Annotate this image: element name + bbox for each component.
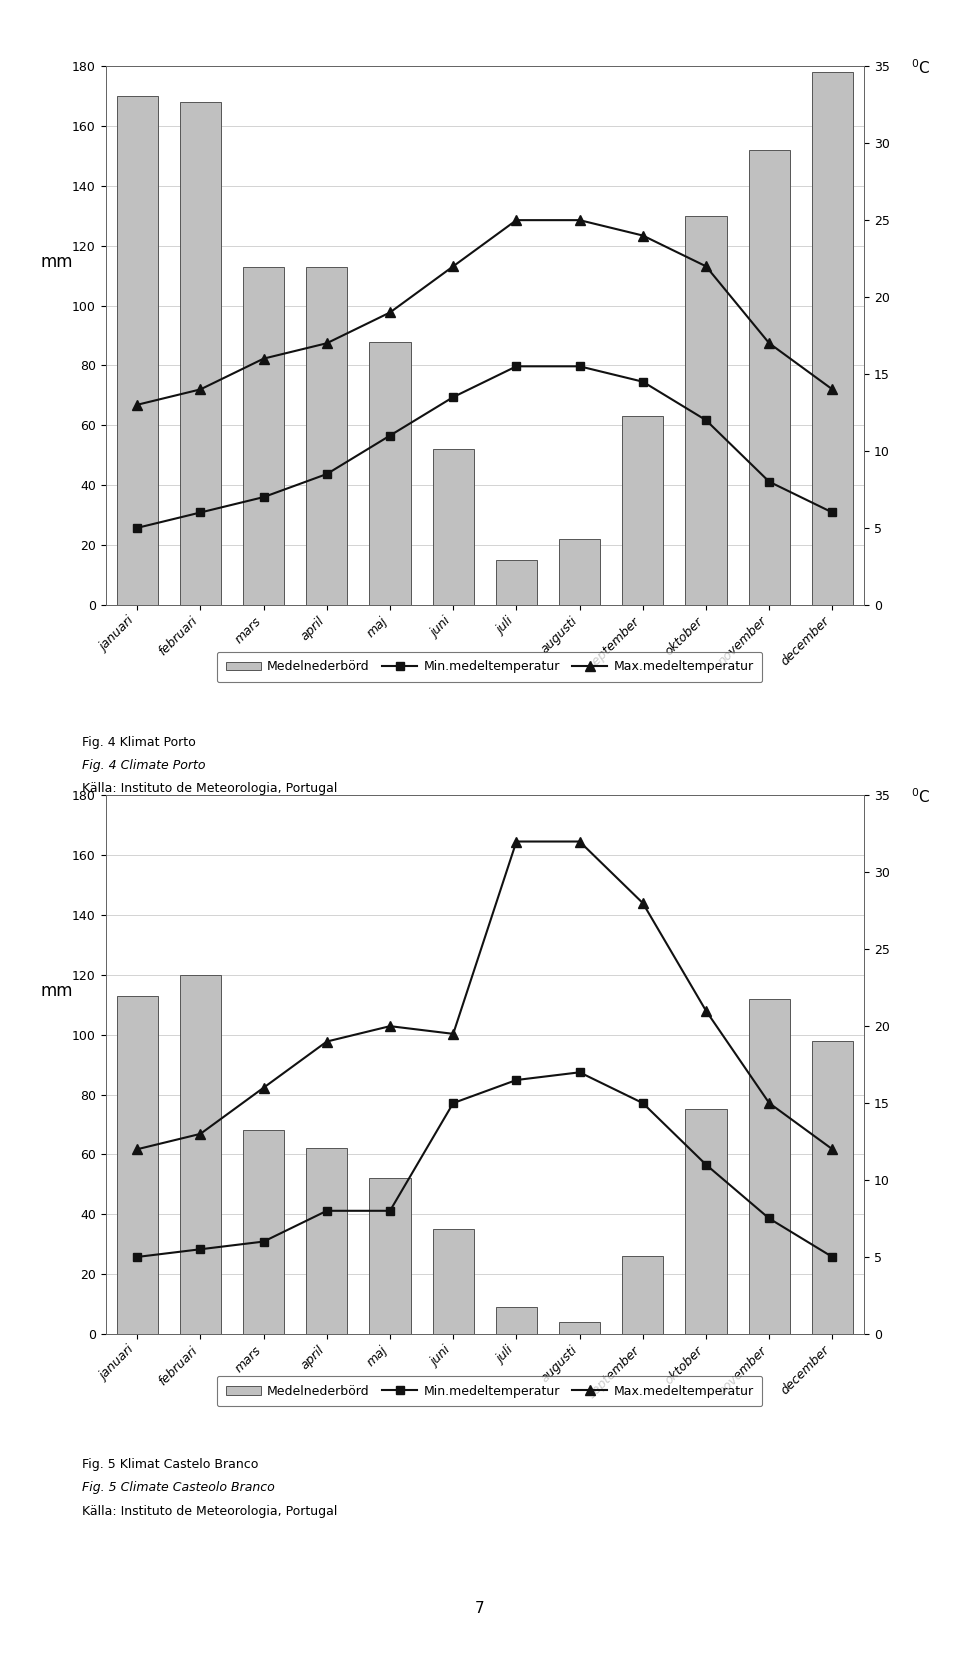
Bar: [685, 1110, 727, 1334]
Bar: [117, 996, 157, 1334]
Y-axis label: mm: mm: [40, 254, 73, 270]
Bar: [685, 215, 727, 605]
Bar: [749, 999, 790, 1334]
Bar: [433, 449, 473, 605]
Text: Fig. 5 Climate Casteolo Branco: Fig. 5 Climate Casteolo Branco: [82, 1481, 275, 1495]
Text: 7: 7: [475, 1601, 485, 1616]
Y-axis label: mm: mm: [40, 983, 73, 999]
Bar: [559, 539, 600, 605]
Text: Källa: Instituto de Meteorologia, Portugal: Källa: Instituto de Meteorologia, Portug…: [82, 1505, 337, 1518]
Bar: [812, 73, 852, 605]
Bar: [370, 341, 411, 605]
Y-axis label: $^{0}$C: $^{0}$C: [911, 787, 930, 805]
Bar: [622, 1256, 663, 1334]
Y-axis label: $^{0}$C: $^{0}$C: [911, 58, 930, 76]
Legend: Medelnederbörd, Min.medeltemperatur, Max.medeltemperatur: Medelnederbörd, Min.medeltemperatur, Max…: [217, 1375, 762, 1407]
Bar: [496, 560, 537, 605]
Text: Fig. 4 Klimat Porto: Fig. 4 Klimat Porto: [82, 736, 195, 749]
Bar: [749, 151, 790, 605]
Bar: [180, 974, 221, 1334]
Bar: [180, 103, 221, 605]
Text: Fig. 4 Climate Porto: Fig. 4 Climate Porto: [82, 759, 205, 772]
Bar: [370, 1178, 411, 1334]
Legend: Medelnederbörd, Min.medeltemperatur, Max.medeltemperatur: Medelnederbörd, Min.medeltemperatur, Max…: [217, 651, 762, 683]
Bar: [433, 1229, 473, 1334]
Bar: [812, 1041, 852, 1334]
Bar: [243, 267, 284, 605]
Bar: [622, 416, 663, 605]
Bar: [243, 1130, 284, 1334]
Bar: [496, 1307, 537, 1334]
Bar: [117, 96, 157, 605]
Bar: [559, 1322, 600, 1334]
Bar: [306, 267, 348, 605]
Text: Källa: Instituto de Meteorologia, Portugal: Källa: Instituto de Meteorologia, Portug…: [82, 782, 337, 795]
Bar: [306, 1148, 348, 1334]
Text: Fig. 5 Klimat Castelo Branco: Fig. 5 Klimat Castelo Branco: [82, 1458, 258, 1471]
